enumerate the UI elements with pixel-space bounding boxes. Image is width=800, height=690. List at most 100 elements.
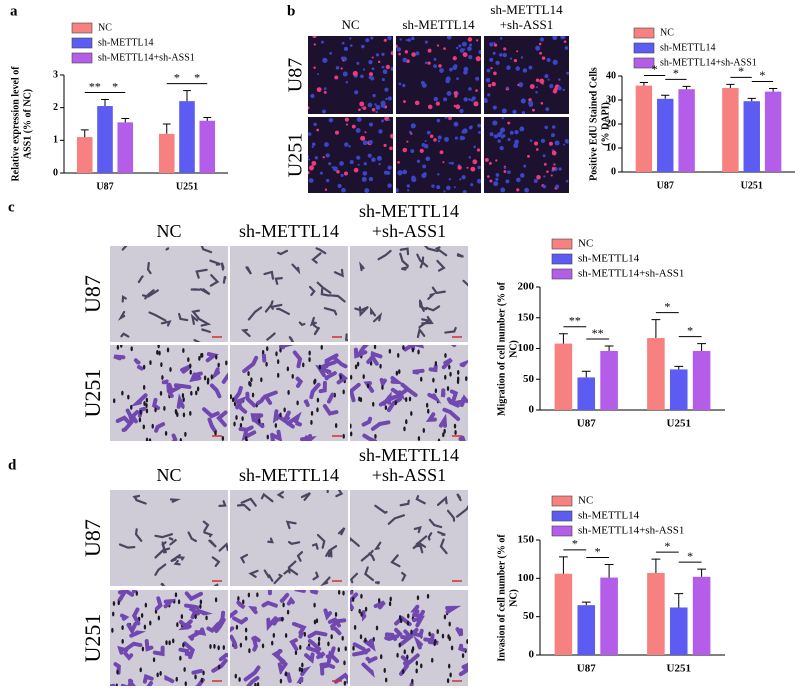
cell-spot (316, 87, 322, 93)
cell (178, 619, 193, 631)
pore (381, 385, 384, 390)
cell (387, 514, 406, 525)
cell (121, 419, 134, 433)
cell-spot (470, 183, 474, 187)
cell (286, 596, 295, 606)
pore (431, 657, 434, 663)
cell (117, 590, 135, 597)
y-tick-label: 2 (53, 102, 58, 113)
cell-spot (308, 178, 314, 183)
pore (145, 403, 148, 408)
error-bar (726, 83, 735, 88)
cell (235, 395, 247, 410)
cell (154, 547, 171, 559)
pore (115, 683, 118, 686)
cell-spot (459, 108, 464, 114)
cell (125, 408, 134, 422)
cell-spot (426, 130, 431, 135)
pore (250, 377, 253, 383)
pore (260, 377, 263, 383)
bar (76, 137, 93, 173)
pore (217, 664, 221, 670)
pore (284, 671, 288, 677)
error-bar (697, 343, 706, 351)
pore (432, 377, 435, 383)
cell-spot (463, 70, 468, 75)
cell-spot (385, 64, 390, 70)
cell (372, 312, 383, 323)
cell-spot (516, 188, 520, 192)
cell (285, 520, 297, 530)
cell-spot (488, 161, 492, 165)
cell (133, 358, 141, 365)
pore (427, 408, 430, 414)
cell-spot (345, 81, 349, 84)
cell (154, 563, 167, 576)
bar (692, 350, 711, 410)
micrograph (396, 117, 481, 193)
error-bar (581, 370, 591, 378)
cell (319, 663, 331, 676)
cell-spot (345, 123, 349, 126)
pore (434, 361, 438, 366)
pore (112, 611, 115, 617)
cell (300, 666, 312, 677)
cell-spot (470, 166, 476, 172)
pore (251, 392, 255, 398)
cell (399, 247, 410, 256)
pore (388, 348, 392, 354)
cell-spot (389, 133, 393, 139)
cell-spot (500, 187, 506, 193)
cell (146, 680, 154, 686)
pore (156, 672, 159, 678)
cell-spot (354, 90, 359, 95)
cell-spot (336, 169, 340, 174)
cell-spot (312, 36, 317, 39)
cell-spot (520, 98, 526, 104)
cell (325, 646, 336, 659)
legend-label: NC (578, 238, 593, 250)
cell (456, 504, 468, 518)
cell (148, 311, 167, 322)
cell-spot (308, 158, 311, 161)
cell-spot (468, 156, 472, 159)
cell-spot (357, 163, 360, 166)
pore (172, 638, 175, 644)
cell (248, 606, 258, 615)
bar (600, 577, 618, 655)
cell (390, 376, 404, 385)
pore (237, 596, 240, 601)
error-bar (559, 556, 568, 574)
cell (267, 537, 274, 544)
pore (446, 386, 450, 391)
pore (301, 662, 304, 668)
cell-spot (468, 125, 473, 130)
pore (261, 350, 265, 355)
pore (235, 624, 239, 630)
cell-spot (538, 42, 542, 46)
pore (182, 348, 185, 353)
pore (142, 384, 146, 390)
pore (265, 361, 268, 367)
cell (350, 536, 360, 547)
cell-spot (544, 74, 549, 79)
cell (345, 333, 348, 342)
pore (448, 663, 451, 669)
cell (287, 540, 301, 545)
pore (248, 381, 251, 386)
legend-label: sh-METTL14 (578, 253, 640, 265)
pore (274, 423, 278, 428)
pore (189, 410, 192, 416)
micrograph-bg (308, 36, 393, 114)
pore (342, 590, 345, 596)
y-tick-label: 20 (606, 118, 616, 129)
error-bar (80, 129, 89, 138)
cell (126, 622, 138, 636)
cell-spot (459, 135, 465, 141)
cell (337, 527, 346, 536)
cell (370, 420, 391, 431)
cell-spot (487, 93, 491, 97)
pore (351, 597, 355, 602)
cell-spot (322, 109, 326, 114)
cell-spot (361, 44, 365, 49)
